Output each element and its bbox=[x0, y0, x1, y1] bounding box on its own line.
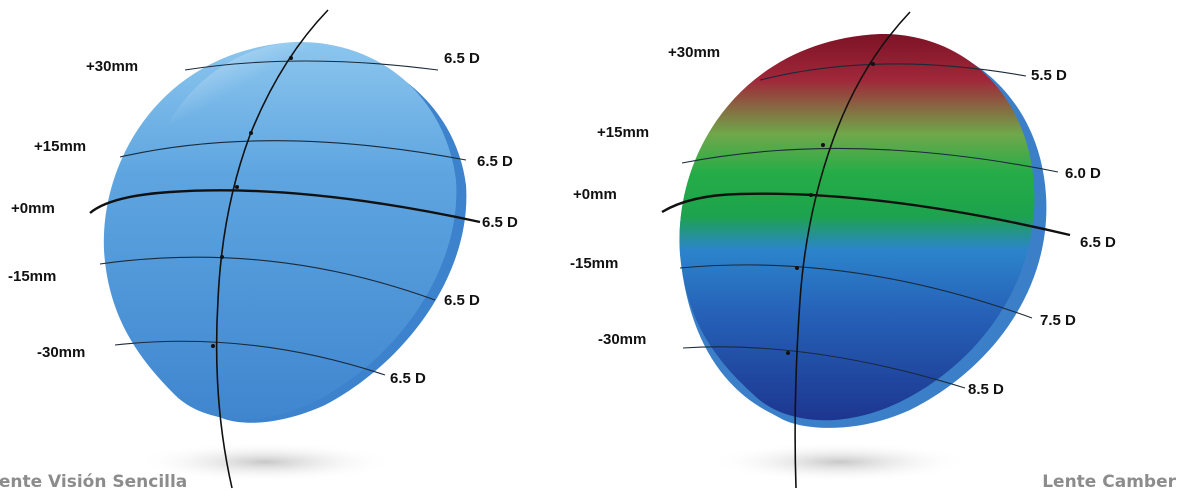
left-power-zero: 6.5 D bbox=[482, 214, 518, 231]
right-height-minus15: -15mm bbox=[570, 255, 618, 272]
left-line-minus15 bbox=[99, 256, 436, 301]
right-line-minus15 bbox=[679, 264, 1033, 319]
left-line-plus15 bbox=[119, 140, 467, 161]
left-power-plus30: 6.5 D bbox=[444, 50, 480, 67]
left-lens-shine bbox=[165, 42, 322, 130]
left-line-plus30 bbox=[184, 60, 439, 71]
right-height-plus30: +30mm bbox=[668, 44, 720, 61]
left-lens-face bbox=[103, 41, 457, 420]
left-power-minus30: 6.5 D bbox=[390, 370, 426, 387]
left-vertical-meridian bbox=[215, 9, 329, 489]
right-power-plus15: 6.0 D bbox=[1065, 165, 1101, 182]
left-height-minus15: -15mm bbox=[8, 268, 56, 285]
right-line-plus15 bbox=[681, 147, 1059, 173]
camber-lens: +30mm +15mm +0mm -15mm -30mm 5.5 D 6.0 D… bbox=[570, 11, 1116, 489]
right-lens-face bbox=[679, 33, 1035, 421]
right-vertical-meridian bbox=[794, 11, 911, 489]
single-vision-lens: +30mm +15mm +0mm -15mm -30mm 6.5 D 6.5 D… bbox=[8, 9, 518, 489]
left-power-minus15: 6.5 D bbox=[444, 292, 480, 309]
right-line-minus30 bbox=[682, 346, 966, 389]
left-line-minus30 bbox=[114, 340, 386, 376]
left-height-zero: +0mm bbox=[11, 200, 55, 217]
left-line-zero bbox=[89, 189, 481, 224]
right-power-plus30: 5.5 D bbox=[1031, 67, 1067, 84]
right-power-minus15: 7.5 D bbox=[1040, 312, 1076, 329]
right-line-zero bbox=[661, 192, 1071, 237]
right-power-minus30: 8.5 D bbox=[968, 381, 1004, 398]
left-lens-caption: Lente Visión Sencilla bbox=[0, 472, 188, 492]
right-height-zero: +0mm bbox=[573, 186, 617, 203]
left-height-plus30: +30mm bbox=[86, 58, 138, 75]
left-height-plus15: +15mm bbox=[34, 138, 86, 155]
right-lens-caption: Lente Camber bbox=[1042, 472, 1176, 492]
left-power-plus15: 6.5 D bbox=[477, 153, 513, 170]
right-height-plus15: +15mm bbox=[597, 124, 649, 141]
right-height-minus30: -30mm bbox=[598, 331, 646, 348]
left-lens-shadow bbox=[135, 442, 395, 482]
left-height-minus30: -30mm bbox=[37, 344, 85, 361]
right-lens-shadow bbox=[710, 442, 970, 482]
right-power-zero: 6.5 D bbox=[1080, 234, 1116, 251]
right-line-plus30 bbox=[759, 63, 1027, 81]
